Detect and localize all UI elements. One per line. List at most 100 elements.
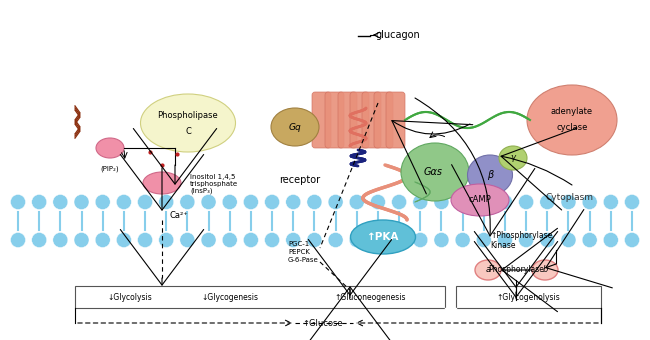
Text: Kinase: Kinase bbox=[490, 240, 515, 250]
Circle shape bbox=[413, 233, 428, 248]
Text: ↑Glycogenolysis: ↑Glycogenolysis bbox=[496, 292, 560, 302]
Circle shape bbox=[561, 194, 576, 209]
Circle shape bbox=[497, 233, 512, 248]
FancyBboxPatch shape bbox=[312, 92, 331, 148]
Text: PEPCK: PEPCK bbox=[288, 249, 310, 255]
Circle shape bbox=[95, 233, 110, 248]
Circle shape bbox=[201, 233, 216, 248]
Circle shape bbox=[307, 194, 322, 209]
Circle shape bbox=[180, 194, 195, 209]
Circle shape bbox=[74, 233, 89, 248]
Circle shape bbox=[53, 194, 68, 209]
Text: Cytoplasm: Cytoplasm bbox=[546, 192, 594, 202]
Circle shape bbox=[10, 233, 25, 248]
Circle shape bbox=[95, 194, 110, 209]
Circle shape bbox=[53, 233, 68, 248]
Circle shape bbox=[116, 194, 131, 209]
Text: Inositol 1,4,5: Inositol 1,4,5 bbox=[190, 174, 235, 180]
Text: (PIP₂): (PIP₂) bbox=[101, 165, 120, 171]
Circle shape bbox=[265, 194, 279, 209]
Circle shape bbox=[138, 233, 153, 248]
Ellipse shape bbox=[532, 260, 558, 280]
Text: ↑Phosphorylase: ↑Phosphorylase bbox=[490, 232, 552, 240]
Circle shape bbox=[476, 233, 491, 248]
Text: G-6-Pase: G-6-Pase bbox=[288, 257, 318, 263]
Circle shape bbox=[222, 194, 237, 209]
Circle shape bbox=[74, 194, 89, 209]
Text: (InsP₃): (InsP₃) bbox=[190, 188, 213, 194]
Text: receptor: receptor bbox=[280, 175, 320, 185]
Ellipse shape bbox=[96, 138, 124, 158]
Circle shape bbox=[625, 233, 640, 248]
Bar bbox=[75, 286, 445, 308]
Circle shape bbox=[603, 233, 618, 248]
Circle shape bbox=[625, 194, 640, 209]
Circle shape bbox=[540, 194, 555, 209]
Circle shape bbox=[582, 194, 597, 209]
Text: trisphosphate: trisphosphate bbox=[190, 181, 238, 187]
Circle shape bbox=[180, 233, 195, 248]
Circle shape bbox=[582, 233, 597, 248]
Circle shape bbox=[32, 233, 47, 248]
Circle shape bbox=[434, 233, 449, 248]
Ellipse shape bbox=[467, 155, 512, 195]
Text: a: a bbox=[486, 266, 491, 274]
Ellipse shape bbox=[475, 260, 501, 280]
Text: Gq: Gq bbox=[289, 122, 302, 132]
Text: ↑Gluconeogenesis: ↑Gluconeogenesis bbox=[334, 292, 406, 302]
FancyBboxPatch shape bbox=[374, 92, 393, 148]
Bar bbox=[456, 286, 601, 308]
FancyBboxPatch shape bbox=[325, 92, 344, 148]
Text: Phosphorylase: Phosphorylase bbox=[489, 266, 545, 274]
Text: ↓Glycolysis: ↓Glycolysis bbox=[108, 292, 152, 302]
Ellipse shape bbox=[271, 108, 319, 146]
Circle shape bbox=[307, 233, 322, 248]
Bar bbox=[15, 212, 635, 230]
Text: b: b bbox=[542, 266, 548, 274]
Text: ↓Glycogenesis: ↓Glycogenesis bbox=[202, 292, 259, 302]
Circle shape bbox=[222, 233, 237, 248]
Circle shape bbox=[159, 194, 174, 209]
Circle shape bbox=[32, 194, 47, 209]
Circle shape bbox=[116, 233, 131, 248]
Ellipse shape bbox=[401, 143, 469, 201]
Circle shape bbox=[349, 194, 364, 209]
Circle shape bbox=[201, 194, 216, 209]
Text: γ: γ bbox=[510, 153, 515, 163]
Ellipse shape bbox=[451, 184, 509, 216]
Circle shape bbox=[328, 233, 343, 248]
Ellipse shape bbox=[140, 94, 235, 152]
FancyBboxPatch shape bbox=[362, 92, 381, 148]
Circle shape bbox=[286, 233, 301, 248]
Circle shape bbox=[540, 233, 555, 248]
FancyBboxPatch shape bbox=[338, 92, 357, 148]
Text: Phospholipase: Phospholipase bbox=[157, 112, 218, 120]
Circle shape bbox=[497, 194, 512, 209]
Circle shape bbox=[455, 233, 470, 248]
Text: adenylate: adenylate bbox=[551, 107, 593, 117]
Text: glucagon: glucagon bbox=[375, 30, 420, 40]
Text: cyclase: cyclase bbox=[556, 123, 588, 133]
FancyBboxPatch shape bbox=[386, 92, 405, 148]
Circle shape bbox=[243, 233, 259, 248]
Circle shape bbox=[391, 194, 407, 209]
Circle shape bbox=[519, 233, 534, 248]
Circle shape bbox=[10, 194, 25, 209]
Circle shape bbox=[391, 233, 407, 248]
Text: ↑Glucose: ↑Glucose bbox=[303, 319, 343, 327]
Circle shape bbox=[603, 194, 618, 209]
Circle shape bbox=[159, 233, 174, 248]
Circle shape bbox=[476, 194, 491, 209]
Text: Ca²⁺: Ca²⁺ bbox=[170, 210, 188, 220]
Circle shape bbox=[138, 194, 153, 209]
Text: Gαs: Gαs bbox=[424, 167, 443, 177]
Circle shape bbox=[328, 194, 343, 209]
Ellipse shape bbox=[527, 85, 617, 155]
Ellipse shape bbox=[499, 146, 527, 170]
Circle shape bbox=[349, 233, 364, 248]
Circle shape bbox=[370, 233, 385, 248]
Ellipse shape bbox=[350, 220, 415, 254]
Text: C: C bbox=[185, 126, 191, 136]
Circle shape bbox=[370, 194, 385, 209]
Circle shape bbox=[286, 194, 301, 209]
